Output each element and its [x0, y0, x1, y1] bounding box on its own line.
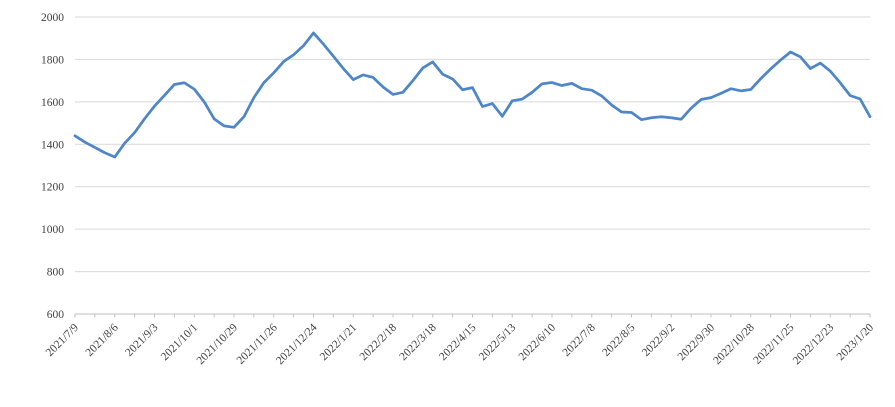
y-tick-label: 1400	[41, 139, 64, 151]
data-series-line	[73, 31, 872, 159]
x-tick-label: 2021/7/9	[44, 321, 82, 359]
x-tick-label: 2022/1/21	[318, 321, 360, 363]
y-tick-label: 1000	[41, 224, 64, 236]
x-tick-label: 2022/6/10	[517, 321, 559, 363]
x-tick-label: 2022/5/13	[477, 321, 519, 363]
x-tick-label: 2021/12/24	[274, 321, 320, 367]
y-tick-label: 1200	[41, 182, 64, 194]
x-tick-label: 2022/9/2	[640, 321, 678, 359]
x-tick-label: 2022/8/5	[600, 321, 638, 359]
y-tick-label: 1600	[41, 97, 64, 109]
x-tick-label: 2022/12/23	[791, 321, 837, 367]
y-tick-label: 2000	[41, 12, 64, 24]
x-tick-label: 2022/11/25	[751, 321, 796, 366]
x-tick-label: 2021/10/1	[159, 321, 201, 363]
x-tick-label: 2022/2/18	[358, 321, 400, 363]
x-tick-label: 2023/1/20	[835, 321, 877, 363]
x-tick-label: 2022/10/28	[711, 321, 757, 367]
x-tick-label: 2022/7/8	[560, 321, 598, 359]
x-tick-label: 2021/11/26	[235, 321, 280, 366]
x-tick-label: 2021/8/6	[83, 321, 121, 359]
y-tick-label: 800	[47, 267, 65, 279]
y-tick-label: 600	[47, 309, 65, 321]
y-tick-label: 1800	[41, 54, 64, 66]
x-tick-label: 2022/4/15	[437, 321, 479, 363]
x-tick-label: 2022/3/18	[397, 321, 439, 363]
x-tick-label: 2021/9/3	[123, 321, 161, 359]
x-tick-label: 2022/9/30	[676, 321, 718, 363]
x-tick-label: 2021/10/29	[195, 321, 241, 367]
